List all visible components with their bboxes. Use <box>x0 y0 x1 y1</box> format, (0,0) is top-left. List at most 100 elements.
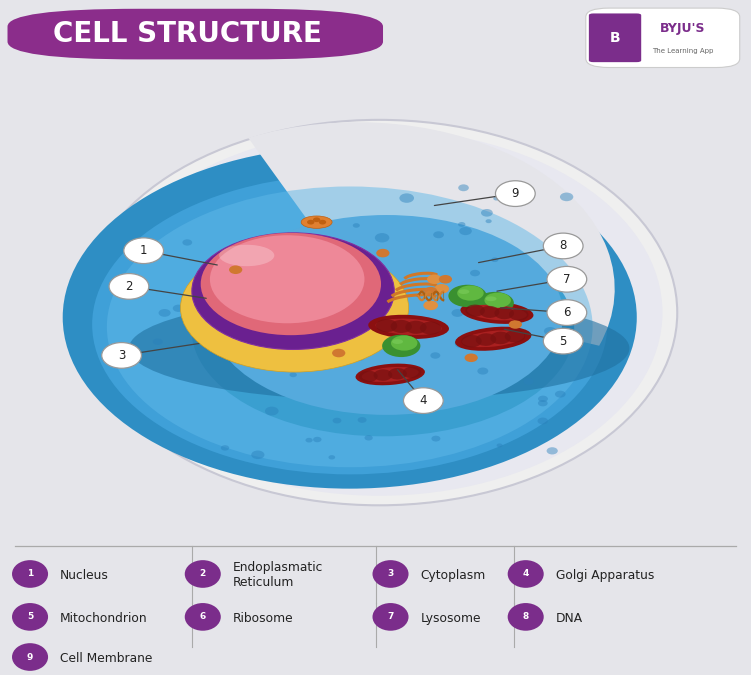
Circle shape <box>152 338 163 345</box>
Circle shape <box>538 400 547 406</box>
Ellipse shape <box>373 369 392 381</box>
Circle shape <box>455 340 469 348</box>
Ellipse shape <box>467 304 527 321</box>
Text: 9: 9 <box>511 187 519 200</box>
Circle shape <box>182 240 192 246</box>
Circle shape <box>523 378 533 385</box>
Circle shape <box>427 275 442 284</box>
Ellipse shape <box>509 308 529 321</box>
Circle shape <box>313 217 320 222</box>
Circle shape <box>328 455 335 460</box>
Ellipse shape <box>388 368 407 379</box>
Ellipse shape <box>391 335 418 350</box>
Text: 9: 9 <box>27 653 33 662</box>
Circle shape <box>478 367 488 375</box>
Circle shape <box>319 220 326 225</box>
Text: 8: 8 <box>559 240 567 252</box>
Circle shape <box>496 181 535 207</box>
Circle shape <box>158 309 170 317</box>
Ellipse shape <box>92 175 608 475</box>
Ellipse shape <box>476 333 496 346</box>
Text: 3: 3 <box>118 349 125 362</box>
Text: Golgi Apparatus: Golgi Apparatus <box>556 569 654 582</box>
Text: 3: 3 <box>388 570 394 578</box>
Circle shape <box>101 342 141 369</box>
Text: Mitochondrion: Mitochondrion <box>60 612 148 625</box>
Text: Ribosome: Ribosome <box>233 612 294 625</box>
Ellipse shape <box>480 306 499 318</box>
Text: 7: 7 <box>388 612 394 622</box>
Circle shape <box>221 446 229 451</box>
Ellipse shape <box>12 560 48 588</box>
Circle shape <box>544 327 556 335</box>
Wedge shape <box>249 122 614 346</box>
Ellipse shape <box>219 245 274 266</box>
Circle shape <box>486 219 492 223</box>
Text: Cytoplasm: Cytoplasm <box>421 569 486 582</box>
Text: Nucleus: Nucleus <box>60 569 109 582</box>
Circle shape <box>491 257 499 262</box>
Ellipse shape <box>462 330 524 347</box>
Text: DNA: DNA <box>556 612 583 625</box>
Ellipse shape <box>185 603 221 630</box>
Circle shape <box>173 304 184 312</box>
Circle shape <box>332 349 345 357</box>
Ellipse shape <box>107 186 593 467</box>
Circle shape <box>313 437 321 442</box>
Circle shape <box>538 418 548 425</box>
Ellipse shape <box>403 367 421 378</box>
Circle shape <box>451 309 463 317</box>
Circle shape <box>246 297 254 302</box>
Circle shape <box>458 222 466 227</box>
Text: 6: 6 <box>200 612 206 622</box>
Circle shape <box>124 238 164 263</box>
Ellipse shape <box>391 320 412 333</box>
Circle shape <box>465 354 478 362</box>
Circle shape <box>265 406 279 415</box>
Circle shape <box>547 300 587 325</box>
Ellipse shape <box>508 560 544 588</box>
FancyBboxPatch shape <box>589 14 641 62</box>
Ellipse shape <box>420 321 442 335</box>
Circle shape <box>508 320 522 329</box>
Circle shape <box>505 196 512 200</box>
Circle shape <box>249 273 257 278</box>
Text: Cell Membrane: Cell Membrane <box>60 652 152 665</box>
Ellipse shape <box>460 301 533 324</box>
Ellipse shape <box>192 222 575 436</box>
Circle shape <box>237 319 247 325</box>
Text: 8: 8 <box>523 612 529 622</box>
Circle shape <box>470 270 480 276</box>
Circle shape <box>227 250 237 256</box>
Ellipse shape <box>466 304 485 317</box>
Text: 4: 4 <box>420 394 427 407</box>
Text: 6: 6 <box>563 306 571 319</box>
Circle shape <box>357 417 366 423</box>
Ellipse shape <box>201 233 381 335</box>
FancyBboxPatch shape <box>586 8 740 68</box>
Ellipse shape <box>382 335 421 357</box>
Circle shape <box>547 267 587 292</box>
Ellipse shape <box>486 296 496 301</box>
Circle shape <box>268 330 277 335</box>
Circle shape <box>481 209 493 217</box>
Circle shape <box>433 232 444 238</box>
Ellipse shape <box>362 367 418 382</box>
Text: 2: 2 <box>200 570 206 578</box>
Ellipse shape <box>494 307 514 319</box>
Ellipse shape <box>376 319 397 332</box>
Text: 4: 4 <box>523 570 529 578</box>
Ellipse shape <box>448 285 487 307</box>
Ellipse shape <box>376 319 442 335</box>
Circle shape <box>434 284 449 294</box>
Circle shape <box>306 438 312 443</box>
Text: 1: 1 <box>140 244 147 257</box>
Circle shape <box>364 435 372 441</box>
Circle shape <box>96 130 662 495</box>
Ellipse shape <box>301 216 332 228</box>
Ellipse shape <box>180 244 409 372</box>
Text: The Learning App: The Learning App <box>652 48 713 54</box>
Ellipse shape <box>192 233 394 350</box>
Circle shape <box>496 443 502 448</box>
Circle shape <box>547 448 558 454</box>
